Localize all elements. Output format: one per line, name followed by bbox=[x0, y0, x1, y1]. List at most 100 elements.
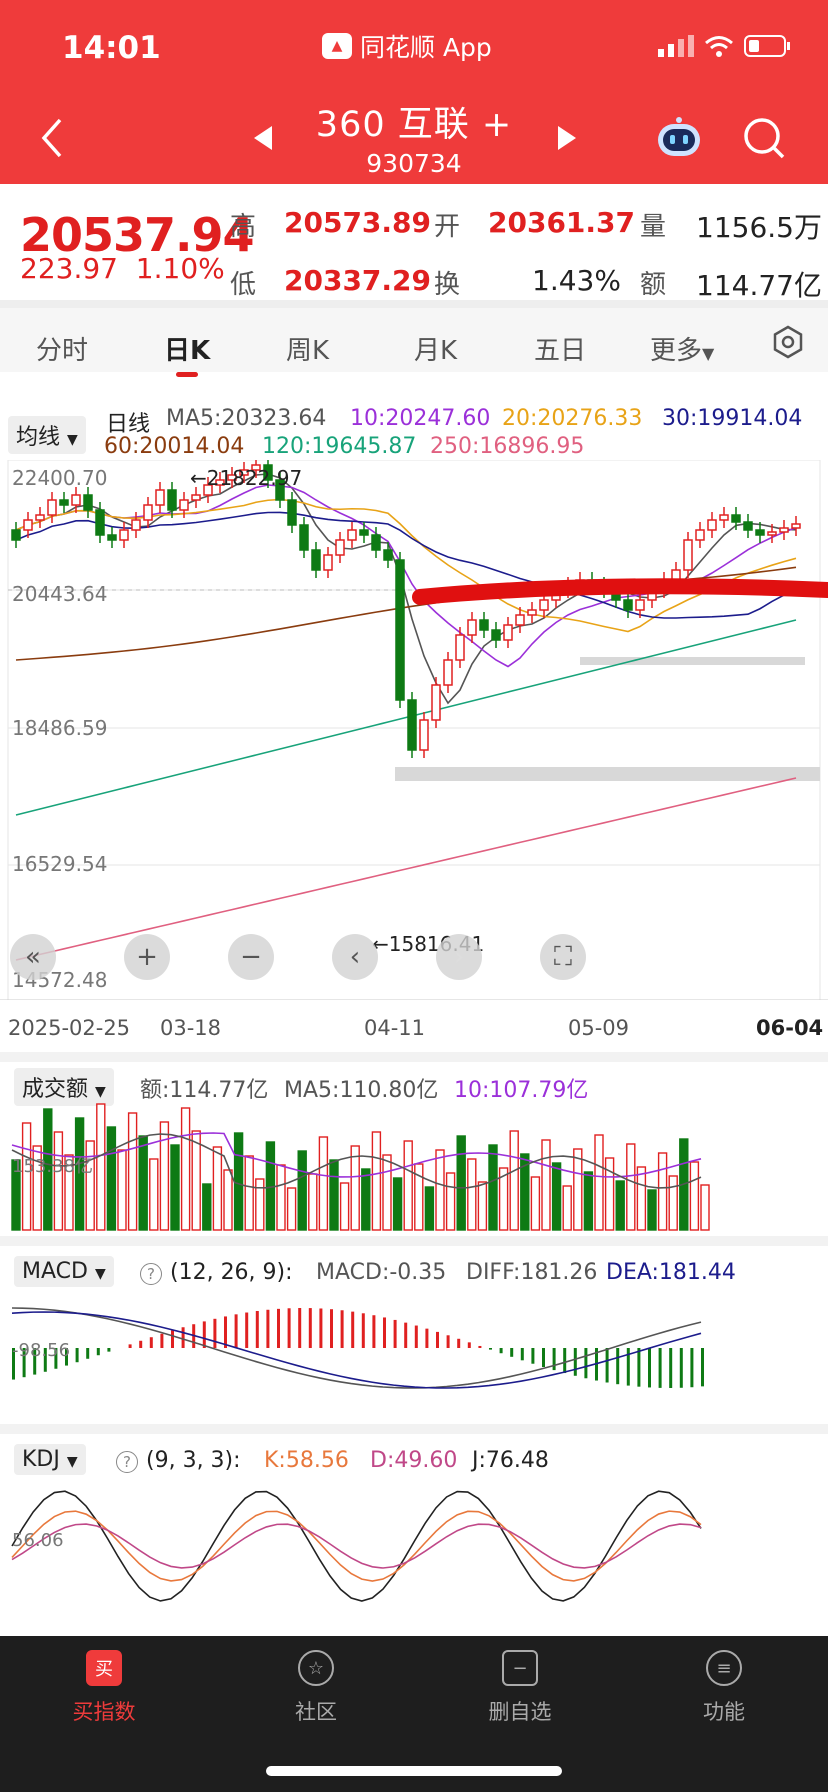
macd-chart[interactable] bbox=[0, 1288, 828, 1422]
macd-histogram-bar bbox=[12, 1348, 15, 1380]
macd-histogram-bar bbox=[139, 1340, 143, 1348]
fullscreen-button[interactable]: ⛶ bbox=[540, 934, 586, 980]
search-icon[interactable] bbox=[742, 116, 786, 160]
kdj-dropdown-label: KDJ bbox=[22, 1447, 60, 1472]
period-tabs: 分时 日K 周K 月K 五日 更多▼ bbox=[0, 300, 828, 377]
kdj-chart[interactable] bbox=[0, 1476, 828, 1614]
prev-stock-icon[interactable] bbox=[252, 124, 274, 152]
help-icon[interactable]: ? bbox=[140, 1263, 162, 1285]
open-label: 开 bbox=[434, 212, 461, 242]
volume-bar bbox=[32, 1145, 42, 1231]
macd-histogram-bar bbox=[669, 1348, 673, 1388]
volume-bar bbox=[308, 1173, 318, 1231]
candle-body bbox=[623, 599, 633, 611]
volume-bar bbox=[583, 1171, 594, 1231]
volume-bar bbox=[233, 1132, 244, 1231]
macd-params: ? (12, 26, 9): bbox=[140, 1260, 293, 1285]
volume-bar bbox=[414, 1163, 424, 1231]
macd-histogram-bar bbox=[128, 1344, 132, 1348]
macd-histogram-bar bbox=[160, 1333, 164, 1348]
tab-daily-k[interactable]: 日K bbox=[164, 336, 211, 366]
kdj-d: D:49.60 bbox=[370, 1448, 458, 1473]
nav-remove-watchlist[interactable]: − 删自选 bbox=[460, 1650, 580, 1726]
candle-body bbox=[407, 699, 417, 751]
tab-weekly-k[interactable]: 周K bbox=[286, 336, 330, 366]
tab-five-day[interactable]: 五日 bbox=[534, 336, 587, 366]
candle-body bbox=[59, 499, 69, 506]
volume-bar bbox=[520, 1153, 530, 1231]
volume-bar bbox=[64, 1154, 74, 1231]
macd-histogram-bar bbox=[149, 1337, 153, 1348]
zoom-in-button[interactable]: + bbox=[124, 934, 170, 980]
macd-histogram-bar bbox=[202, 1321, 206, 1348]
macd-histogram-bar bbox=[563, 1348, 567, 1374]
tab-timeshare[interactable]: 分时 bbox=[36, 336, 89, 366]
macd-histogram-bar bbox=[383, 1317, 386, 1348]
macd-histogram-bar bbox=[467, 1342, 471, 1348]
vol-label: 量 bbox=[640, 212, 667, 242]
volume-ma5-line bbox=[11, 1133, 702, 1189]
kdj-axis-label: 56.06 bbox=[12, 1530, 64, 1551]
active-tab-indicator bbox=[176, 372, 198, 377]
macd-histogram-bar bbox=[520, 1348, 524, 1361]
zoom-out-button[interactable]: − bbox=[228, 934, 274, 980]
low-label: 低 bbox=[230, 270, 257, 300]
macd-dropdown[interactable]: MACD ▼ bbox=[14, 1256, 114, 1287]
volume-bar bbox=[456, 1135, 466, 1231]
macd-histogram-bar bbox=[33, 1348, 37, 1375]
volume-bar bbox=[170, 1144, 180, 1231]
candle-body bbox=[695, 529, 705, 541]
settings-hex-icon[interactable] bbox=[770, 324, 806, 360]
robot-assistant-icon[interactable] bbox=[654, 116, 704, 160]
macd-histogram-bar bbox=[319, 1308, 323, 1348]
amt-label: 额 bbox=[640, 270, 667, 300]
macd-params-text: (12, 26, 9): bbox=[170, 1260, 293, 1285]
date-label-2: 04-11 bbox=[364, 1016, 426, 1040]
volume-dropdown[interactable]: 成交额 ▼ bbox=[14, 1068, 114, 1106]
help-icon[interactable]: ? bbox=[116, 1451, 138, 1473]
macd-histogram-bar bbox=[245, 1312, 249, 1348]
macd-histogram-bar bbox=[648, 1348, 651, 1388]
macd-histogram-bar bbox=[181, 1327, 185, 1348]
macd-histogram-bar bbox=[372, 1315, 376, 1348]
back-icon[interactable] bbox=[40, 118, 64, 158]
scroll-right-button[interactable]: › bbox=[436, 934, 482, 980]
macd-histogram-bar bbox=[542, 1348, 545, 1367]
nav-buy-index[interactable]: 买买指数 bbox=[44, 1650, 164, 1726]
candle-body bbox=[167, 489, 177, 511]
macd-histogram-bar bbox=[298, 1308, 302, 1348]
volume-bar bbox=[657, 1152, 668, 1231]
kdj-k: K:58.56 bbox=[264, 1448, 349, 1473]
nav-community[interactable]: ☆ 社区 bbox=[256, 1650, 376, 1726]
macd-histogram-bar bbox=[107, 1348, 111, 1352]
low-value: 20337.29 bbox=[284, 264, 432, 297]
volume-bar bbox=[541, 1139, 551, 1231]
ma120-line bbox=[15, 619, 797, 816]
kdj-dropdown[interactable]: KDJ ▼ bbox=[14, 1444, 86, 1475]
ma-dropdown[interactable]: 均线 ▼ bbox=[8, 416, 86, 454]
candle-body bbox=[203, 484, 213, 496]
nav-buy-index-label: 买指数 bbox=[72, 1700, 136, 1724]
kline-chart[interactable] bbox=[0, 460, 828, 1000]
nav-functions[interactable]: ≡ 功能 bbox=[664, 1650, 784, 1726]
support-zone-lower bbox=[395, 767, 820, 781]
ma5-line bbox=[15, 473, 797, 705]
volume-bar bbox=[223, 1169, 233, 1231]
volume-bar bbox=[159, 1121, 170, 1231]
volume-bar bbox=[21, 1122, 32, 1231]
date-label-4: 06-04 bbox=[756, 1016, 824, 1040]
zoom-out-far-button[interactable]: « bbox=[10, 934, 56, 980]
volume-bar bbox=[498, 1167, 509, 1231]
scroll-left-button[interactable]: ‹ bbox=[332, 934, 378, 980]
candle-body bbox=[239, 469, 249, 476]
community-star-icon: ☆ bbox=[298, 1650, 334, 1686]
volume-chart[interactable] bbox=[0, 1100, 828, 1234]
next-stock-icon[interactable] bbox=[556, 124, 578, 152]
volume-bar bbox=[202, 1183, 212, 1231]
tab-monthly-k[interactable]: 月K bbox=[414, 336, 458, 366]
candle-body bbox=[119, 529, 129, 541]
macd-histogram-bar bbox=[361, 1313, 365, 1348]
volume-ma10-line bbox=[11, 1132, 702, 1178]
app-logo-icon: ▲ bbox=[322, 33, 352, 59]
tab-more[interactable]: 更多▼ bbox=[650, 330, 714, 367]
